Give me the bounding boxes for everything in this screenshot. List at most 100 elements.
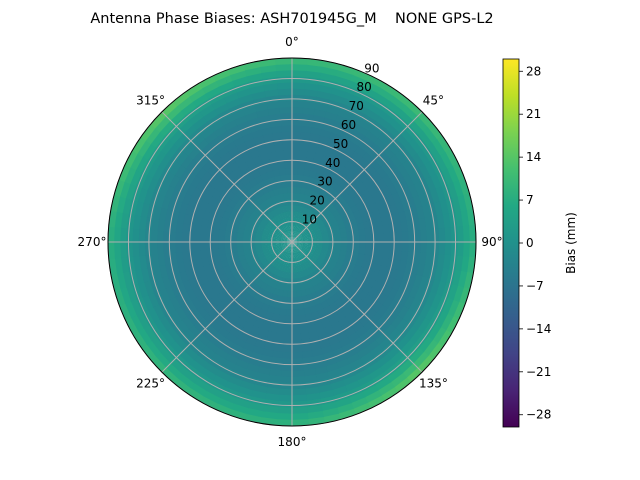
- heatmap-cell: [267, 324, 278, 334]
- heatmap-cell: [217, 129, 232, 142]
- heatmap-cell: [321, 413, 341, 424]
- heatmap-cell: [296, 233, 303, 239]
- heatmap-cell: [282, 186, 288, 194]
- heatmap-cell: [317, 257, 325, 264]
- heatmap-cell: [462, 241, 471, 259]
- heatmap-cell: [119, 226, 128, 243]
- heatmap-cell: [401, 104, 419, 122]
- heatmap-cell: [217, 342, 232, 355]
- heatmap-cell: [204, 130, 219, 144]
- heatmap-cell: [286, 210, 290, 218]
- heatmap-cell: [184, 299, 197, 314]
- heatmap-cell: [170, 146, 185, 162]
- heatmap-cell: [394, 318, 409, 334]
- heatmap-cell: [286, 296, 293, 304]
- heatmap-cell: [346, 236, 354, 243]
- heatmap-cell: [265, 213, 273, 221]
- heatmap-cell: [291, 167, 299, 175]
- heatmap-cell: [324, 362, 340, 374]
- heatmap-cell: [192, 320, 206, 334]
- heatmap-cell: [382, 224, 391, 235]
- heatmap-cell: [291, 137, 302, 145]
- heatmap-cell: [261, 248, 269, 253]
- heatmap-cell: [246, 259, 255, 268]
- heatmap-cell: [377, 233, 385, 243]
- heatmap-cell: [163, 252, 172, 266]
- heatmap-cell: [441, 184, 453, 202]
- heatmap-cell: [278, 264, 284, 272]
- heatmap-cell: [434, 311, 449, 329]
- heatmap-cell: [272, 307, 281, 316]
- heatmap-cell: [272, 168, 281, 177]
- heatmap-cell: [376, 249, 385, 259]
- heatmap-cell: [447, 284, 459, 302]
- heatmap-cell: [310, 221, 318, 229]
- heatmap-cell: [307, 202, 314, 211]
- heatmap-cell: [291, 81, 307, 90]
- heatmap-cell: [345, 118, 361, 131]
- chart-title: Antenna Phase Biases: ASH701945G_M NONE …: [90, 11, 493, 27]
- heatmap-cell: [154, 276, 166, 292]
- theta-tick-label: 180°: [278, 435, 307, 449]
- heatmap-cell: [199, 225, 208, 235]
- heatmap-cell: [142, 142, 157, 160]
- heatmap-cell: [266, 204, 274, 212]
- heatmap-cell: [277, 220, 283, 227]
- heatmap-cell: [242, 237, 250, 243]
- heatmap-cell: [304, 253, 312, 260]
- heatmap-cell: [333, 228, 341, 235]
- heatmap-cell: [325, 330, 337, 341]
- heatmap-cell: [315, 248, 323, 253]
- heatmap-cell: [192, 92, 210, 107]
- heatmap-cell: [262, 250, 270, 256]
- heatmap-cell: [175, 318, 190, 334]
- heatmap-cell: [295, 230, 300, 237]
- heatmap-cell: [220, 337, 235, 350]
- heatmap-cell: [361, 384, 379, 399]
- heatmap-cell: [365, 241, 373, 250]
- heatmap-cell: [178, 136, 193, 152]
- heatmap-cell: [427, 324, 442, 342]
- heatmap-cell: [291, 394, 307, 403]
- heatmap-cell: [397, 281, 409, 295]
- r-tick-label: 70: [349, 99, 364, 113]
- heatmap-cell: [330, 87, 348, 99]
- heatmap-cell: [216, 145, 230, 158]
- heatmap-cell: [439, 199, 450, 217]
- heatmap-cell: [401, 362, 419, 380]
- heatmap-cell: [424, 216, 434, 231]
- heatmap-cell: [412, 218, 421, 232]
- heatmap-cell: [295, 284, 301, 292]
- heatmap-cell: [281, 218, 286, 226]
- heatmap-cell: [143, 188, 154, 205]
- heatmap-cell: [230, 251, 239, 259]
- heatmap-cell: [226, 375, 243, 387]
- heatmap-cell: [223, 235, 231, 243]
- heatmap-cell: [267, 233, 275, 238]
- heatmap-cell: [156, 252, 166, 267]
- heatmap-cell: [358, 352, 374, 366]
- heatmap-cell: [168, 160, 182, 176]
- heatmap-cell: [238, 93, 255, 104]
- heatmap-cell: [408, 119, 425, 137]
- heatmap-cell: [285, 230, 290, 237]
- heatmap-cell: [295, 231, 301, 238]
- heatmap-cell: [226, 347, 241, 360]
- heatmap-cell: [138, 254, 148, 270]
- heatmap-cell: [252, 220, 261, 227]
- heatmap-cell: [195, 304, 208, 318]
- heatmap-cell: [302, 301, 310, 310]
- heatmap-cell: [283, 217, 288, 225]
- heatmap-cell: [278, 168, 287, 176]
- heatmap-cell: [252, 257, 261, 264]
- heatmap-cell: [254, 216, 262, 224]
- heatmap-cell: [281, 258, 286, 266]
- heatmap-cell: [380, 387, 399, 403]
- heatmap-cell: [279, 251, 286, 258]
- heatmap-cell: [187, 145, 202, 160]
- heatmap-cell: [305, 216, 313, 224]
- heatmap-cell: [284, 247, 289, 254]
- heatmap-cell: [374, 256, 384, 267]
- heatmap-cell: [417, 355, 435, 374]
- heatmap-cell: [297, 308, 306, 316]
